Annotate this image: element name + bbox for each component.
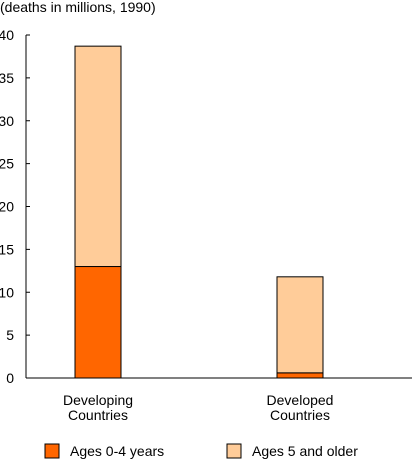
y-tick-label: 35 [0, 70, 14, 86]
bar-segment [276, 372, 324, 379]
legend-swatch [44, 443, 60, 459]
legend: Ages 0-4 years Ages 5 and older [44, 443, 358, 459]
y-tick-label: 30 [0, 113, 14, 129]
x-category-label: Developing [63, 392, 133, 408]
x-category-label: Countries [68, 407, 128, 423]
plot-area: 0510152025303540DevelopingCountriesDevel… [0, 27, 412, 423]
chart-title: (deaths in millions, 1990) [0, 0, 156, 15]
y-tick-label: 15 [0, 241, 14, 257]
x-category-label: Developed [267, 392, 334, 408]
y-tick-label: 0 [6, 370, 14, 386]
y-tick-label: 5 [6, 327, 14, 343]
bar-segment [74, 266, 122, 379]
y-tick-label: 20 [0, 199, 14, 215]
x-category-label: Countries [270, 407, 330, 423]
y-tick-label: 10 [0, 284, 14, 300]
legend-label: Ages 0-4 years [70, 443, 164, 459]
y-tick-label: 40 [0, 27, 14, 43]
legend-label: Ages 5 and older [252, 443, 358, 459]
bar-segment [276, 276, 324, 374]
bar-segment [74, 45, 122, 268]
y-tick-label: 25 [0, 156, 14, 172]
legend-swatch [226, 443, 242, 459]
